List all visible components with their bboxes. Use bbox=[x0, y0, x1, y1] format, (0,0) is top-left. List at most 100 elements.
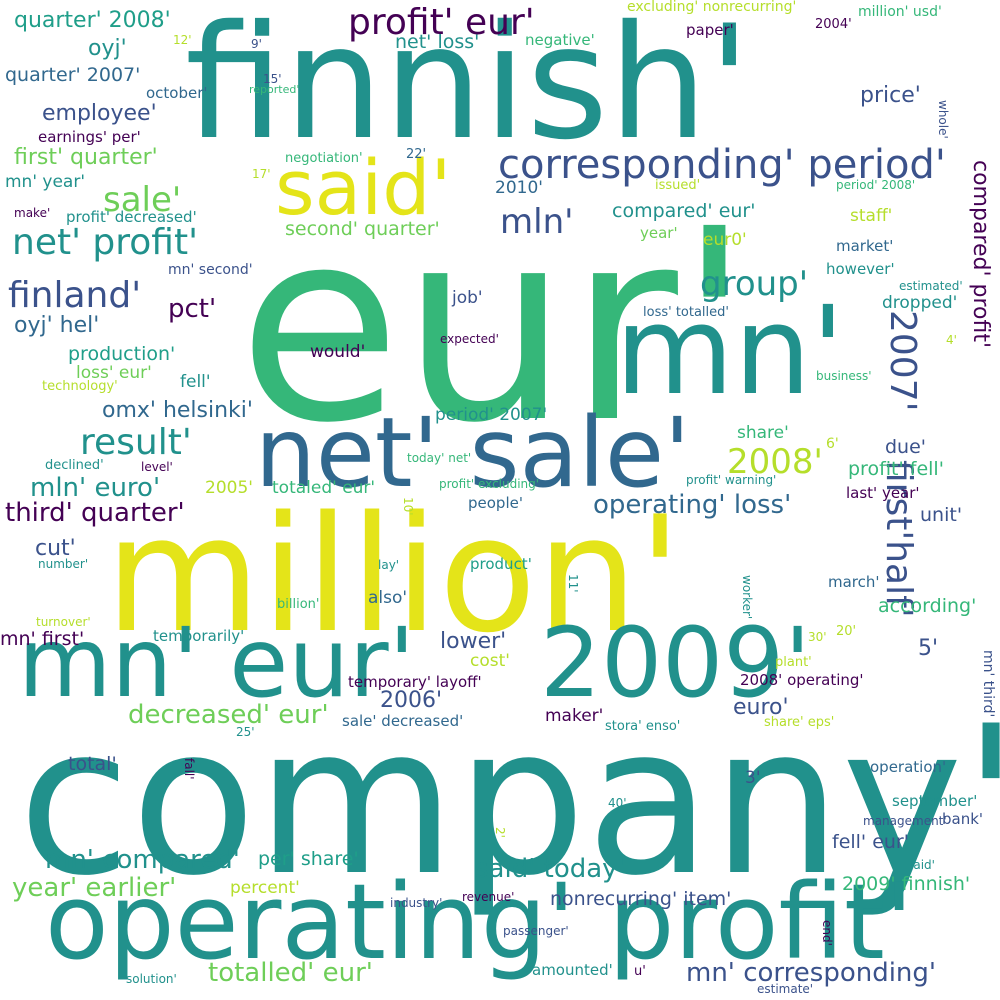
word-bank: bank' bbox=[942, 810, 984, 828]
word-second-quarter: second' quarter' bbox=[285, 218, 440, 240]
word-business: business' bbox=[816, 369, 872, 383]
word-net-profit: net' profit' bbox=[12, 222, 198, 263]
word-omx-helsinki: omx' helsinki' bbox=[102, 398, 253, 423]
word-sale-decreased: sale' decreased' bbox=[342, 712, 464, 730]
word-operating-profit: operating' profit' bbox=[45, 861, 914, 983]
word-loss-totalled: loss' totalled' bbox=[643, 305, 729, 320]
word-reported: reported' bbox=[249, 83, 300, 96]
word-12: 12' bbox=[173, 33, 192, 47]
word-compared-profit: compared' profit' bbox=[968, 160, 993, 349]
word-share-eps: share' eps' bbox=[764, 715, 835, 730]
word-mn-corresponding: mn' corresponding' bbox=[686, 958, 937, 988]
word-net-sale: net' sale' bbox=[255, 397, 691, 509]
word-estimate: estimate' bbox=[757, 982, 814, 996]
word-fell-eur: fell' eur' bbox=[832, 831, 909, 853]
word-management: management' bbox=[863, 814, 947, 828]
word-profit-warning: profit' warning' bbox=[686, 473, 777, 487]
word-said-today: said' today' bbox=[475, 854, 625, 884]
word-3: 3' bbox=[745, 768, 761, 788]
word-last-year: last' year' bbox=[846, 484, 920, 502]
word-2008: 2008' bbox=[727, 442, 823, 482]
word-year-earlier: year' earlier' bbox=[12, 873, 177, 903]
word-eur: eur' bbox=[238, 173, 751, 481]
word-2005: 2005' bbox=[205, 478, 253, 498]
word-lower: lower' bbox=[440, 629, 507, 654]
word-profit-fell: profit' fell' bbox=[848, 458, 944, 480]
word-mn-first: mn' first' bbox=[0, 628, 85, 650]
word-expected: expected' bbox=[440, 332, 499, 346]
word-declined: declined' bbox=[45, 458, 104, 473]
word-fell: fell' bbox=[180, 372, 211, 392]
word-net-loss: net' loss' bbox=[395, 31, 480, 53]
word-due: due' bbox=[885, 436, 927, 458]
word-fall: fall' bbox=[182, 758, 196, 780]
word-oyj-hel: oyj' hel' bbox=[14, 313, 100, 338]
word-mn-year: mn' year' bbox=[5, 172, 86, 192]
word-whole: whole' bbox=[936, 100, 950, 139]
word-said: said' bbox=[275, 143, 452, 232]
word-profit-eur: profit' eur' bbox=[348, 2, 535, 43]
word-technology: technology' bbox=[42, 379, 118, 394]
word-mn-second: mn' second' bbox=[168, 262, 253, 278]
word-group: group' bbox=[700, 264, 809, 304]
word-2004: 2004' bbox=[815, 17, 852, 32]
word-6: 6' bbox=[826, 436, 839, 452]
word-15: 15' bbox=[263, 72, 282, 86]
word-sale: sale' bbox=[103, 180, 182, 220]
word-total: total' bbox=[68, 753, 117, 775]
word-20: 20' bbox=[836, 624, 857, 639]
word-per-share: per' share' bbox=[258, 848, 359, 870]
word-2006: 2006' bbox=[380, 688, 443, 713]
word-dropped: dropped' bbox=[882, 293, 958, 313]
word-result: result' bbox=[80, 422, 192, 463]
word-mn: mn' bbox=[615, 280, 845, 422]
word-2010: 2010' bbox=[495, 178, 543, 198]
word-year: year' bbox=[640, 224, 678, 242]
word-staff: staff' bbox=[850, 206, 893, 226]
word-period-2007: period' 2007' bbox=[435, 405, 548, 425]
word-today-net: today' net' bbox=[407, 451, 472, 465]
word-mln-euro: mln' euro' bbox=[30, 473, 161, 503]
word-first-quarter: first' quarter' bbox=[14, 145, 158, 170]
word-unit: unit' bbox=[920, 504, 963, 526]
word-issued: issued' bbox=[655, 178, 701, 193]
word-excluding-nonrecurring: excluding' nonrecurring' bbox=[627, 0, 797, 15]
word-compared-eur: compared' eur' bbox=[612, 200, 756, 222]
word-share: share' bbox=[737, 423, 789, 443]
word-22: 22' bbox=[406, 147, 427, 162]
word-industry: industry' bbox=[390, 896, 443, 910]
word-17: 17' bbox=[252, 167, 271, 181]
word-amounted: amounted' bbox=[532, 961, 613, 979]
word-million-usd: million' usd' bbox=[858, 4, 942, 20]
word-profit-decreased: profit' decreased' bbox=[66, 208, 197, 226]
word-decreased-eur: decreased' eur' bbox=[128, 700, 329, 730]
word-finland: finland' bbox=[8, 275, 142, 316]
word-passenger: passenger' bbox=[503, 924, 569, 938]
word-laid: laid' bbox=[910, 858, 935, 872]
word-job: job' bbox=[452, 288, 483, 308]
word-third-quarter: third' quarter' bbox=[5, 498, 185, 528]
word-mn-eur: mn' eur' bbox=[18, 607, 416, 719]
word-u: u' bbox=[634, 964, 646, 979]
word-would: would' bbox=[310, 342, 366, 362]
word-profit-excluding: profit' excluding' bbox=[439, 477, 540, 491]
word-stora-enso: stora' enso' bbox=[605, 719, 681, 734]
word-mln: mln' bbox=[500, 202, 574, 242]
word-euro: euro' bbox=[733, 695, 789, 720]
word-9: 9' bbox=[251, 37, 262, 51]
word-operation: operation' bbox=[870, 758, 947, 776]
word-cost: cost' bbox=[470, 651, 510, 671]
word-march: march' bbox=[828, 573, 880, 591]
word-september: september' bbox=[892, 792, 978, 810]
word-employee: employee' bbox=[42, 101, 157, 126]
word-paper: paper' bbox=[686, 21, 734, 39]
word-2007: 2007' bbox=[882, 310, 923, 412]
word-quarter-2008: quarter' 2008' bbox=[14, 8, 171, 33]
word-plant: plant' bbox=[775, 655, 812, 670]
word-2009: 2009' bbox=[540, 607, 811, 719]
word-temporarily: temporarily' bbox=[153, 627, 245, 645]
word-product: product' bbox=[470, 555, 532, 573]
word-negative: negative' bbox=[525, 31, 595, 49]
word-finnish: finnish' bbox=[185, 0, 751, 175]
